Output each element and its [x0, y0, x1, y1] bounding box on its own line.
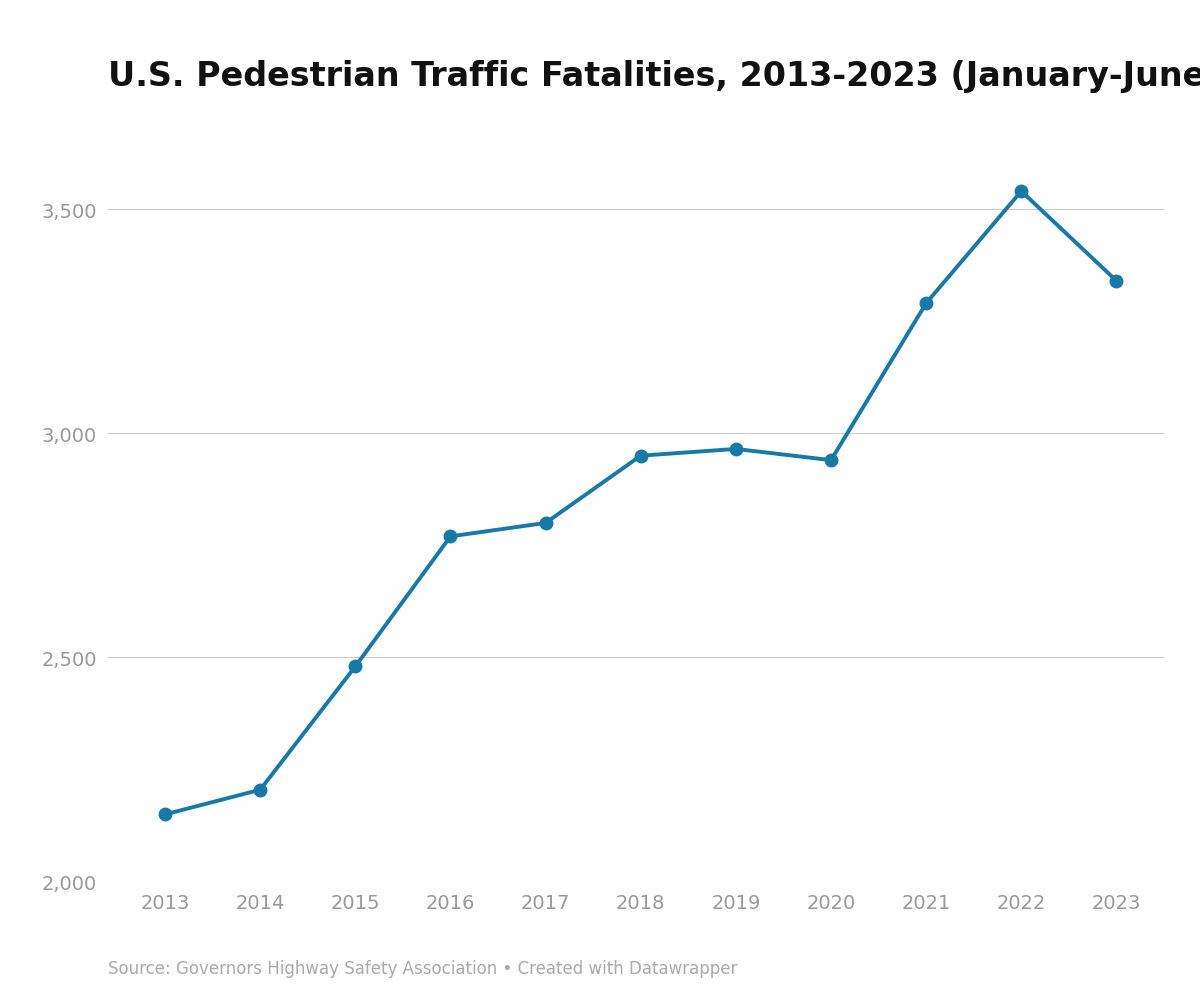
Text: Source: Governors Highway Safety Association • Created with Datawrapper: Source: Governors Highway Safety Associa… — [108, 959, 737, 977]
Text: U.S. Pedestrian Traffic Fatalities, 2013-2023 (January-June): U.S. Pedestrian Traffic Fatalities, 2013… — [108, 60, 1200, 93]
